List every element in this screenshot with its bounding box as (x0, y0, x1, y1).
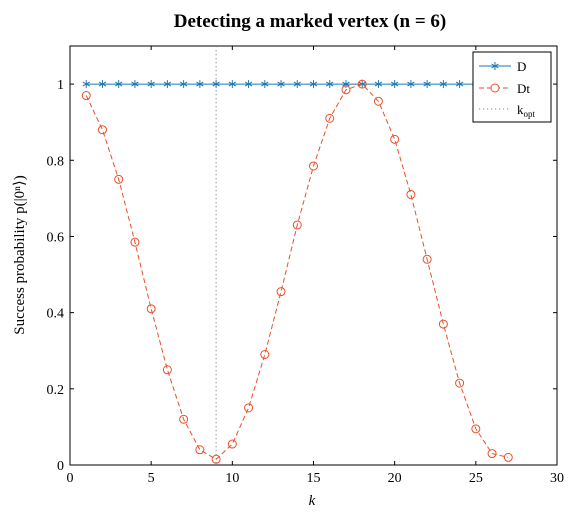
data-point-dt (97, 125, 107, 135)
x-tick-label: 15 (307, 471, 321, 486)
data-point-d (212, 80, 220, 89)
y-axis-label: Success probability p(|0ⁿ⟩) (12, 175, 28, 334)
data-point-d (277, 80, 285, 89)
data-point-dt (292, 220, 302, 230)
x-tick-label: 10 (225, 471, 239, 486)
y-tick-label: 0.8 (47, 154, 65, 169)
data-point-d (439, 80, 448, 89)
x-tick-label: 25 (469, 471, 483, 486)
data-point-d (309, 80, 318, 89)
x-tick-label: 5 (148, 471, 155, 486)
y-tick-label: 0.4 (47, 307, 65, 322)
data-point-dt (406, 190, 416, 200)
x-tick-label: 0 (67, 471, 74, 486)
data-point-dt (244, 403, 254, 413)
data-point-dt (422, 254, 432, 264)
data-point-d (228, 80, 237, 89)
data-point-d (114, 80, 123, 89)
data-point-d (196, 80, 204, 89)
data-point-dt (373, 96, 383, 106)
data-point-dt (503, 452, 513, 462)
y-tick-label: 0 (57, 459, 64, 474)
data-point-d (390, 80, 399, 89)
data-point-d (455, 80, 464, 89)
legend-label-d: D (517, 59, 526, 74)
data-point-d (244, 80, 253, 89)
data-point-dt (341, 85, 351, 95)
x-axis-label: k (309, 493, 316, 509)
data-point-d (374, 80, 383, 89)
data-point-dt (487, 449, 497, 459)
data-point-dt (211, 454, 221, 464)
data-point-dt (390, 134, 400, 144)
data-point-d (423, 80, 431, 89)
series-line-dt (85, 83, 509, 460)
data-point-dt (471, 424, 481, 434)
data-point-dt (114, 174, 124, 184)
data-point-d (82, 80, 90, 89)
data-point-d (261, 80, 269, 89)
data-point-d (98, 80, 107, 89)
data-point-dt (309, 161, 318, 171)
data-point-dt (357, 79, 367, 89)
data-point-dt (81, 91, 91, 101)
y-tick-label: 0.2 (47, 383, 65, 398)
data-point-dt (195, 445, 205, 455)
data-point-d (179, 80, 188, 89)
x-tick-label: 30 (550, 471, 564, 486)
data-point-dt (455, 378, 465, 388)
legend-marker-dt (490, 83, 500, 93)
data-point-dt (438, 319, 448, 329)
data-point-d (131, 80, 139, 89)
x-axis-ticks: 0 5 10 15 20 25 30 (67, 46, 564, 486)
data-point-d (407, 80, 415, 89)
y-axis-ticks: 0 0.2 0.4 0.6 0.8 1 (47, 78, 557, 474)
y-tick-label: 1 (57, 78, 64, 93)
data-point-dt (260, 350, 270, 360)
data-point-dt (130, 237, 140, 247)
y-tick-label: 0.6 (47, 230, 65, 245)
data-point-d (147, 80, 155, 89)
legend-marker-d (491, 62, 499, 70)
legend-label-dt: Dt (517, 81, 530, 96)
data-point-dt (179, 414, 189, 424)
x-tick-label: 20 (388, 471, 402, 486)
data-point-d (163, 80, 172, 89)
data-point-d (293, 80, 301, 89)
data-point-d (342, 80, 350, 89)
legend-box (472, 51, 552, 123)
data-point-dt (227, 439, 237, 449)
data-point-dt (146, 304, 156, 314)
data-point-dt (276, 287, 286, 297)
data-point-dt (162, 365, 172, 375)
data-point-d (326, 80, 334, 89)
data-point-dt (325, 113, 335, 123)
chart-title: Detecting a marked vertex (n = 6) (174, 11, 447, 32)
